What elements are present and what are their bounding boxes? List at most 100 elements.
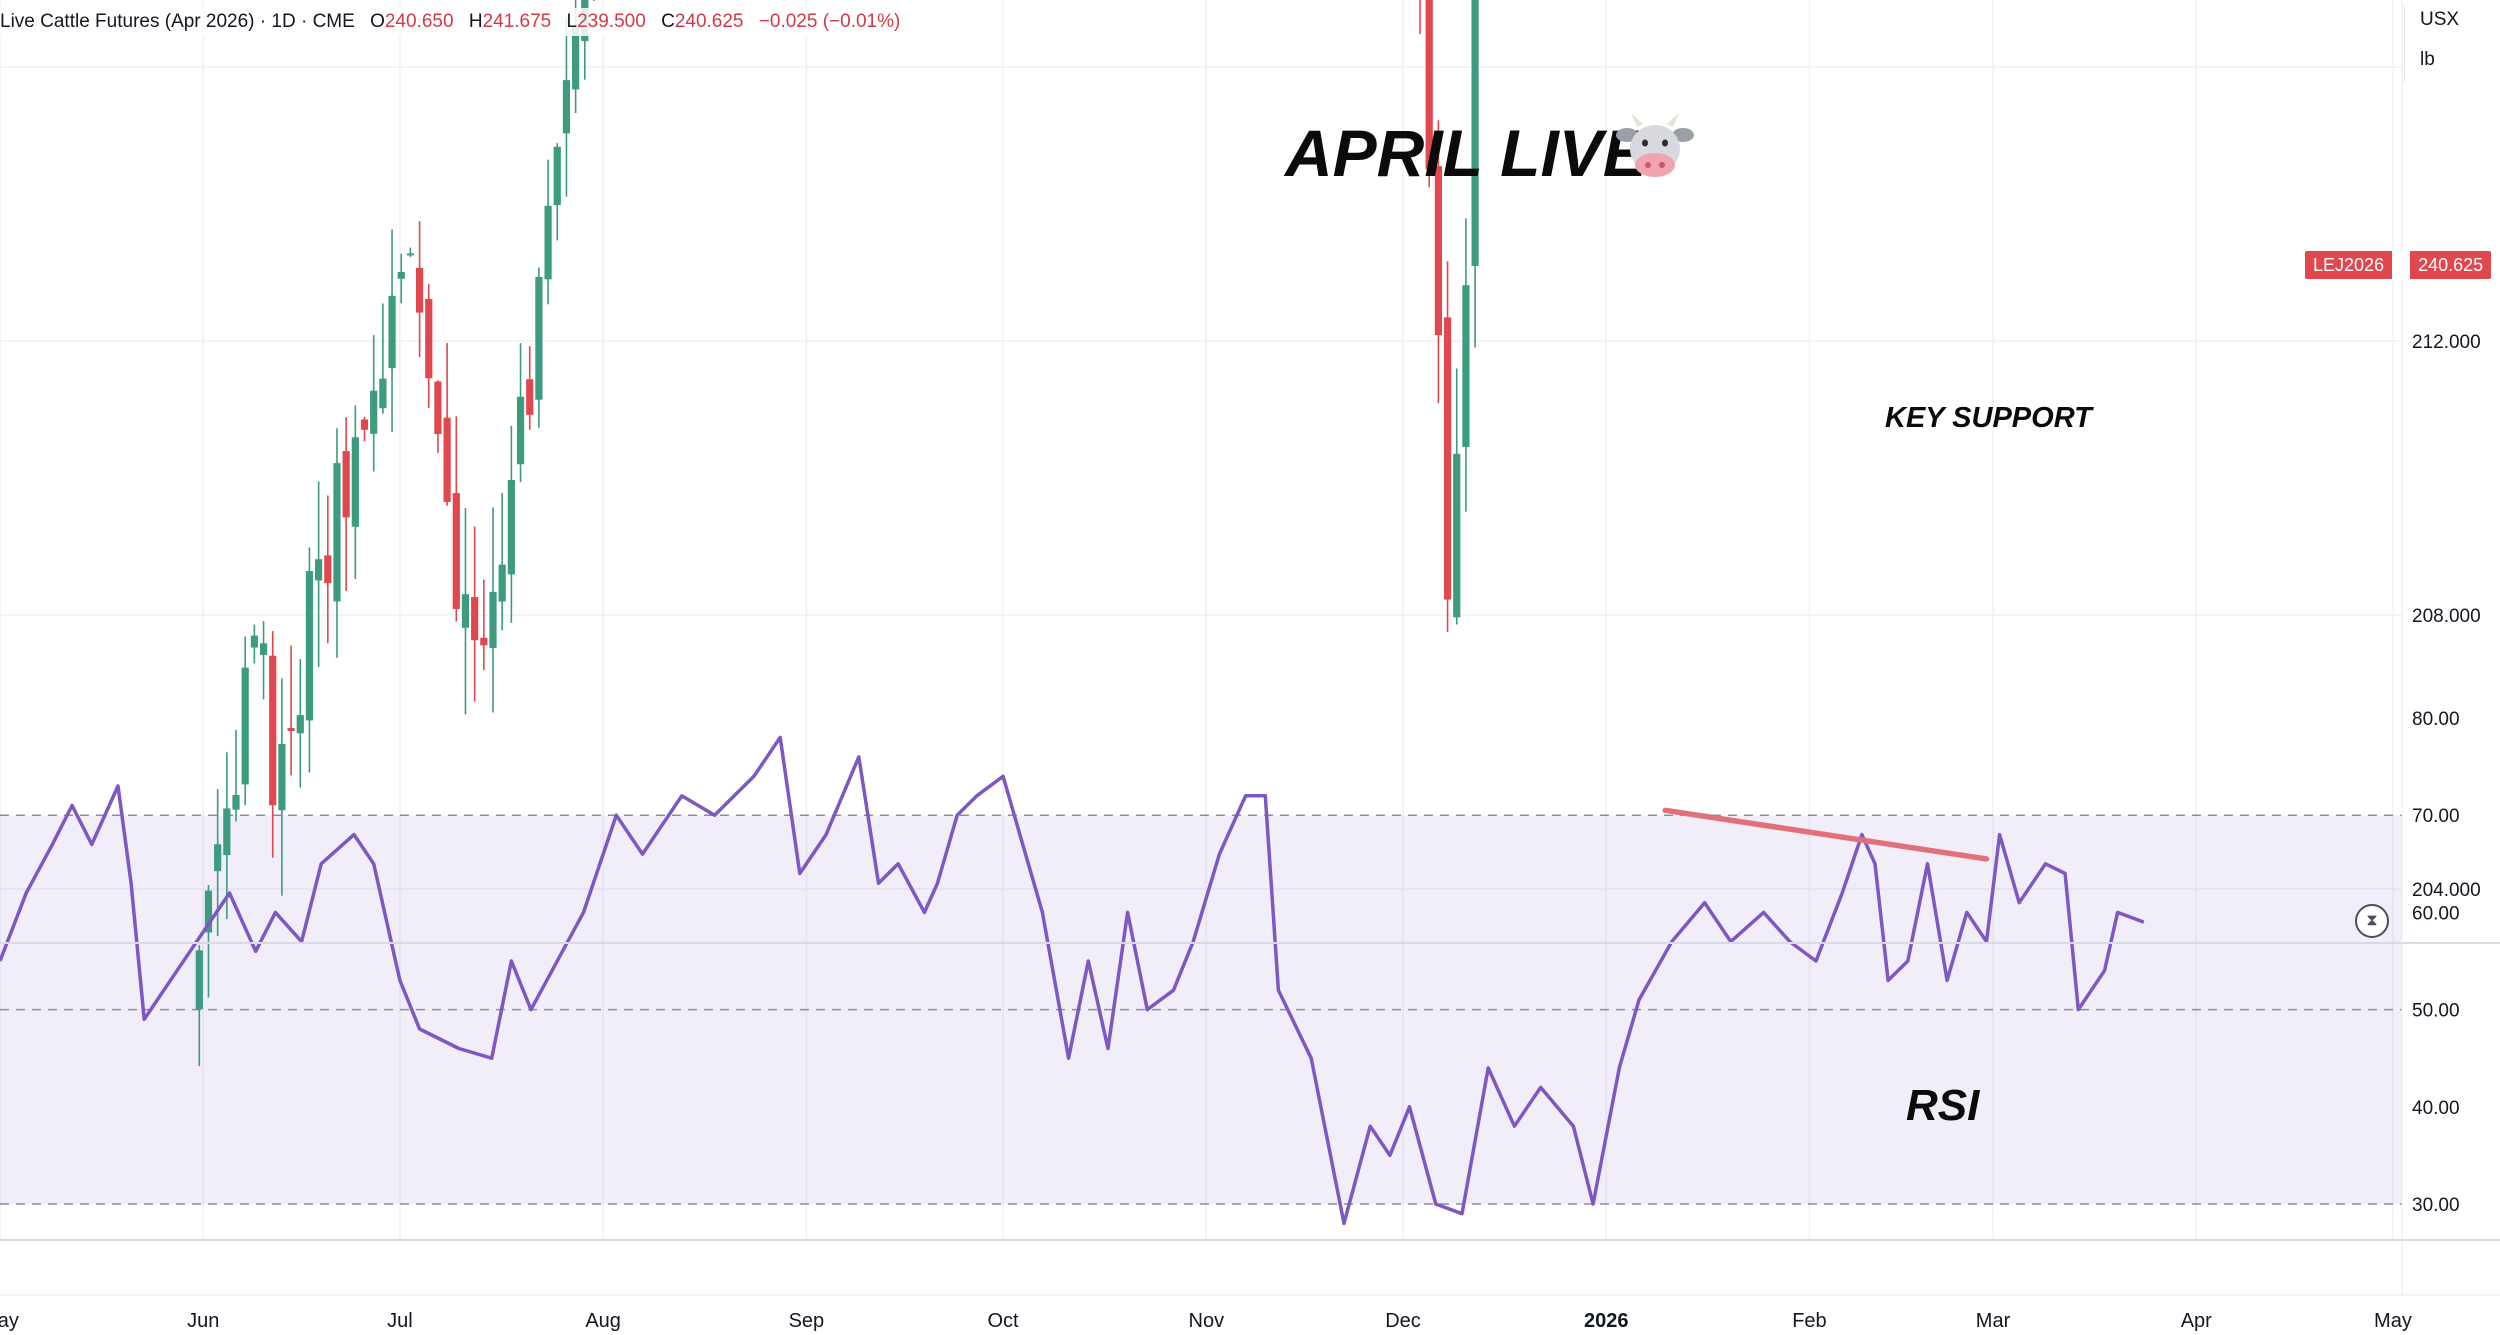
time-axis-label: Mar (1976, 1310, 2011, 1332)
time-axis-label: Apr (2181, 1310, 2212, 1332)
candle-body (1434, 166, 1442, 336)
candle-body (480, 637, 488, 646)
time-axis-label: Feb (1792, 1310, 1826, 1332)
candle-body (259, 643, 268, 655)
low-value: 239.500 (577, 11, 646, 32)
candle-body (324, 555, 332, 584)
candle-body (397, 272, 405, 279)
time-axis-label: 2026 (1584, 1310, 1629, 1332)
red-rsi-trendline (1662, 807, 1990, 862)
hourglass-icon: ⧗ (2366, 912, 2378, 929)
annotation-rsi: RSI (1906, 1081, 1980, 1130)
candle-body (204, 890, 213, 933)
pane-separators (0, 0, 2500, 1296)
candle-body (388, 295, 396, 369)
candle-body (572, 27, 580, 90)
cow-face-icon (1616, 113, 1694, 177)
candle-body (415, 267, 424, 313)
candle-body (379, 378, 387, 409)
price-axis-label: 208.000 (2412, 606, 2481, 627)
open-value: 240.650 (384, 11, 454, 32)
candle-body (1471, 0, 1479, 266)
candle-body (296, 715, 304, 734)
candle-body (425, 298, 433, 379)
candle-body (278, 743, 286, 811)
unit-selector[interactable] (2404, 4, 2497, 82)
price-axis-label: 212.000 (2412, 332, 2481, 353)
candle-body (1453, 453, 1461, 618)
time-axis-label: Oct (988, 1310, 1020, 1332)
candle-body (315, 559, 323, 581)
annotation-key-support: KEY SUPPORT (1885, 402, 2094, 434)
currency-unit[interactable]: USX (2420, 9, 2460, 30)
candle-body (452, 493, 460, 609)
rsi-axis-label: 80.00 (2412, 709, 2460, 730)
candle-body (287, 728, 295, 731)
candle-body (489, 591, 497, 648)
candle-body (223, 808, 231, 856)
candle-body (1462, 285, 1470, 448)
low-label: L (566, 11, 578, 32)
candle-body (370, 390, 378, 434)
candle-body (351, 437, 359, 527)
candle-body (516, 396, 525, 465)
candle-body (507, 479, 515, 575)
candle-body (443, 417, 451, 502)
candle-body (434, 381, 442, 434)
candle-body (498, 564, 506, 602)
candle-body (526, 379, 534, 415)
rsi-line (0, 735, 2145, 1226)
time-axis-label: May (0, 1310, 19, 1332)
last-price-tag: LEJ2026 240.625 (2305, 251, 2492, 279)
price-tag-symbol: LEJ2026 (2313, 255, 2385, 275)
candle-body (553, 146, 561, 206)
candle-body (195, 950, 203, 1010)
time-axis-label: Dec (1385, 1310, 1421, 1332)
symbol-title: Live Cattle Futures (Apr 2026) · 1D · CM… (0, 11, 355, 32)
candle-body (360, 419, 369, 430)
candlestick-series (195, 0, 1479, 1067)
time-axis-label: Sep (789, 1310, 825, 1332)
candle-body (214, 844, 222, 872)
candle-body (250, 635, 258, 648)
time-axis-label: May (2374, 1310, 2412, 1332)
change-value: −0.025 (−0.01%) (758, 11, 901, 32)
candle-body (1443, 317, 1452, 600)
candle-body (305, 571, 314, 721)
time-axis-label: Jun (187, 1310, 219, 1332)
rsi-axis-label: 60.00 (2412, 903, 2460, 924)
candle-body (269, 655, 277, 806)
candle-body (333, 463, 341, 602)
candle-body (1425, 0, 1433, 170)
rsi-axis-label: 30.00 (2412, 1195, 2460, 1216)
price-tag-value: 240.625 (2418, 255, 2484, 275)
measure-unit[interactable]: lb (2420, 49, 2435, 70)
candle-body (562, 80, 571, 134)
candle-body (241, 667, 249, 785)
auto-scale-button[interactable]: ⧗ (2355, 904, 2389, 938)
candle-body (232, 794, 240, 810)
time-axis-label: Jul (387, 1310, 413, 1332)
candle-body (342, 451, 350, 518)
candle-body (461, 594, 470, 628)
high-label: H (468, 11, 483, 32)
rsi-series (0, 735, 2145, 1226)
rsi-axis-label: 70.00 (2412, 806, 2460, 827)
legend-header[interactable]: Live Cattle Futures (Apr 2026) · 1D · CM… (0, 8, 907, 36)
time-axis-label: Aug (585, 1310, 621, 1332)
time-axis-label: Nov (1189, 1310, 1225, 1332)
open-label: O (370, 11, 385, 32)
rsi-axis-label: 50.00 (2412, 1001, 2460, 1022)
price-axis[interactable]: 204.000208.000212.000216.000220.000224.0… (2412, 0, 2481, 901)
rsi-axis[interactable]: 30.00 40.00 50.00 60.00 70.00 80.00 (2412, 709, 2460, 1216)
close-value: 240.625 (674, 11, 744, 32)
close-label: C (661, 11, 675, 32)
time-axis[interactable]: May Jun Jul Aug Sep Oct Nov Dec 2026 Feb Mar Apr May (0, 1310, 2412, 1332)
price-axis-label: 204.000 (2412, 880, 2481, 901)
rsi-trendline (1662, 807, 1990, 862)
grid-lines (0, 0, 2402, 1240)
candle-body (535, 276, 543, 400)
annotation-title: APRIL LIVE (1283, 116, 1649, 190)
high-value: 241.675 (482, 11, 552, 32)
